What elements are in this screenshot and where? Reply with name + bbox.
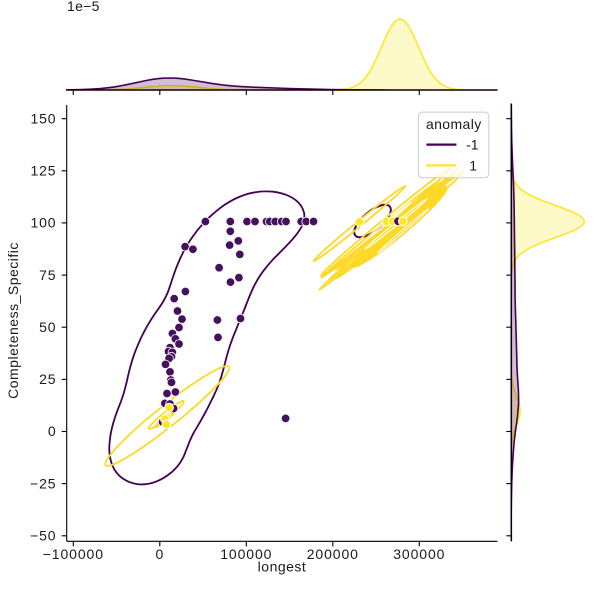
- svg-text:25: 25: [39, 371, 56, 387]
- svg-text:−25: −25: [30, 475, 56, 491]
- svg-text:longest: longest: [258, 559, 307, 575]
- svg-text:0: 0: [48, 423, 57, 439]
- svg-text:0: 0: [155, 546, 164, 562]
- svg-text:150: 150: [30, 110, 56, 126]
- svg-text:125: 125: [30, 163, 56, 179]
- svg-text:1e−5: 1e−5: [67, 0, 100, 14]
- svg-text:−100000: −100000: [43, 546, 104, 562]
- svg-text:300000: 300000: [393, 546, 445, 562]
- svg-text:100: 100: [30, 215, 56, 231]
- svg-text:50: 50: [39, 319, 56, 335]
- svg-text:100000: 100000: [220, 546, 272, 562]
- svg-text:-1: -1: [466, 137, 479, 153]
- svg-text:Completeness_Specific: Completeness_Specific: [5, 242, 21, 399]
- svg-text:anomaly: anomaly: [426, 116, 482, 132]
- svg-text:1: 1: [469, 157, 477, 173]
- svg-text:200000: 200000: [307, 546, 359, 562]
- svg-text:75: 75: [39, 267, 56, 283]
- svg-text:−50: −50: [30, 528, 56, 544]
